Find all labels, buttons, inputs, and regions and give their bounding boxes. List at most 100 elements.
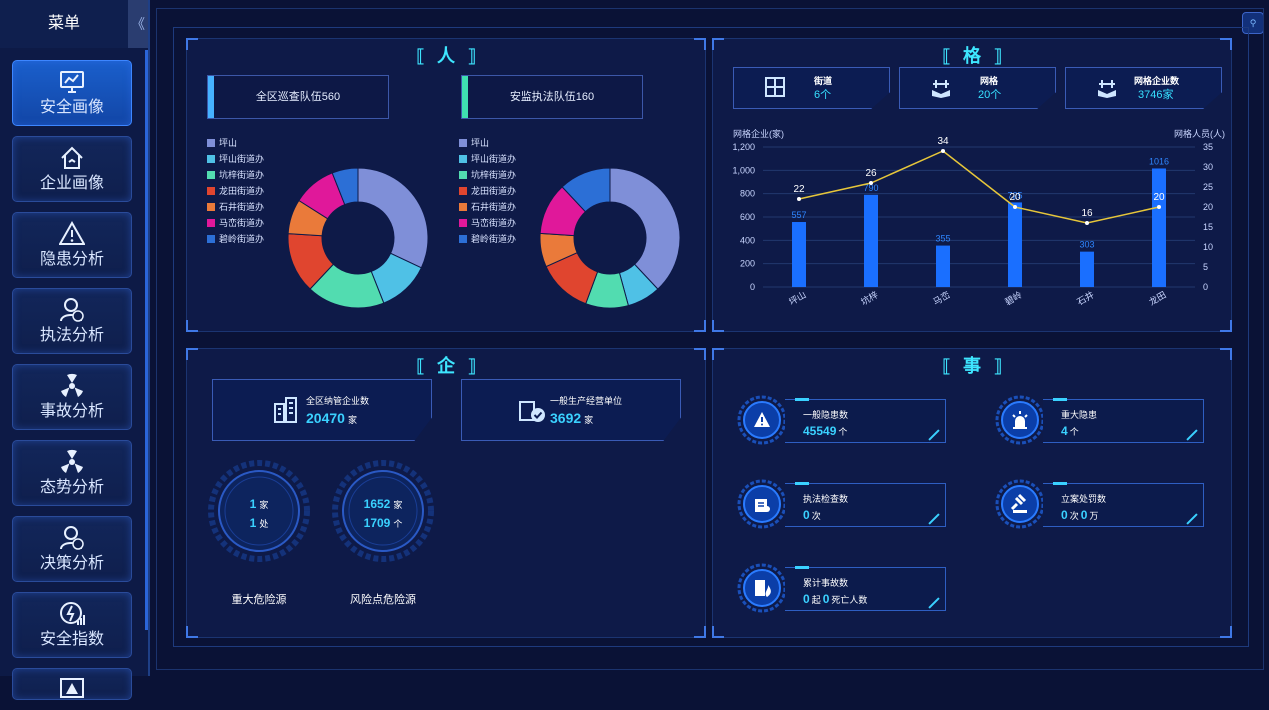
building-check-icon	[519, 401, 545, 422]
x-tick-label: 碧岭	[1003, 289, 1024, 308]
event-item[interactable]: 重大隐患 4 个	[995, 395, 1215, 445]
legend-item[interactable]: 龙田街道办	[459, 183, 516, 199]
grid-panel: 格 街道 6个 网格 20个 网格企业数 3746家 网格企业(家) 网格人员(人…	[712, 38, 1232, 332]
event-card: 一般隐患数 45549 个	[785, 398, 946, 443]
legend-item[interactable]: 碧岭街道办	[459, 231, 516, 247]
event-name: 立案处罚数	[1061, 494, 1107, 504]
team1-label: 全区巡查队伍560	[255, 91, 341, 103]
y-tick-label: 200	[740, 259, 755, 269]
sidebar-item-label: 安全画像	[39, 99, 104, 116]
sidebar-item-6[interactable]: 态势分析	[12, 440, 132, 506]
event-item[interactable]: 执法检查数 0 次	[737, 479, 957, 529]
event-item[interactable]: 一般隐患数 45549 个	[737, 395, 957, 445]
legend-item[interactable]: 龙田街道办	[207, 183, 264, 199]
event-name: 一般隐患数	[803, 410, 849, 420]
bar-石井[interactable]	[1080, 251, 1094, 287]
risk-point-gauge	[332, 460, 434, 562]
sidebar-scrollbar[interactable]	[145, 50, 148, 630]
line-point[interactable]	[869, 181, 873, 185]
legend-item[interactable]: 碧岭街道办	[207, 231, 264, 247]
donut-slice-碧岭街道办[interactable]	[561, 167, 611, 213]
legend-swatch	[459, 155, 467, 163]
team2-label: 安监执法队伍160	[509, 91, 595, 103]
sidebar-item-label: 安全指数	[39, 631, 104, 648]
legend-item[interactable]: 马峦街道办	[207, 215, 264, 231]
y2-tick-label: 25	[1203, 182, 1213, 192]
legend-swatch	[207, 235, 215, 243]
x-tick-label: 坑梓	[859, 289, 880, 308]
y2-tick-label: 20	[1203, 202, 1213, 212]
legend-item[interactable]: 坪山	[207, 135, 264, 151]
line-point[interactable]	[1157, 205, 1161, 209]
y2-tick-label: 5	[1203, 262, 1208, 272]
bar-value-label: 557	[791, 210, 806, 220]
legend-label: 坪山	[471, 138, 490, 148]
managed-enterprises-card: 全区纳管企业数 20470 家	[212, 379, 432, 441]
line-value-label: 16	[1081, 208, 1093, 219]
line-value-label: 26	[865, 168, 877, 179]
donut-slice-碧岭街道办[interactable]	[331, 167, 359, 206]
sidebar-item-3[interactable]: 隐患分析	[12, 212, 132, 278]
legend-swatch	[459, 235, 467, 243]
bar-碧岭[interactable]	[1008, 202, 1022, 287]
sidebar-item-7[interactable]: 决策分析	[12, 516, 132, 582]
event-card: 累计事故数 0 起 0 死亡人数	[785, 566, 946, 611]
bar-value-label: 303	[1079, 240, 1094, 250]
legend-label: 坪山街道办	[471, 154, 517, 164]
bar-龙田[interactable]	[1152, 168, 1166, 287]
sidebar-item-label: 执法分析	[39, 327, 104, 344]
legend-swatch	[459, 203, 467, 211]
staff-line-series	[798, 150, 1160, 224]
sidebar-item-2[interactable]: 企业画像	[12, 136, 132, 202]
people-panel-title: 人	[416, 43, 476, 69]
donut-slice-坪山[interactable]	[609, 167, 681, 290]
legend-item[interactable]: 坪山	[459, 135, 516, 151]
legend-item[interactable]: 马峦街道办	[459, 215, 516, 231]
enterprise-panel-title: 企	[416, 353, 476, 379]
collapse-menu-button[interactable]: 《	[128, 0, 148, 48]
y2-tick-label: 35	[1203, 142, 1213, 152]
line-point[interactable]	[941, 149, 945, 153]
sidebar-item-5[interactable]: 事故分析	[12, 364, 132, 430]
event-item[interactable]: 累计事故数 0 起 0 死亡人数	[737, 563, 957, 613]
sidebar-item-8[interactable]: 安全指数	[12, 592, 132, 658]
legend-label: 坪山街道办	[219, 154, 265, 164]
risk-point-label: 风险点危险源	[350, 594, 416, 606]
sidebar-item-4[interactable]: 执法分析	[12, 288, 132, 354]
legend-swatch	[459, 139, 467, 147]
legend-item[interactable]: 石井街道办	[459, 199, 516, 215]
bar-坪山[interactable]	[792, 222, 806, 287]
buildings-icon	[274, 397, 297, 423]
grid-panel-title: 格	[942, 43, 1002, 69]
y2-tick-label: 30	[1203, 162, 1213, 172]
sidebar-item-1[interactable]: 安全画像	[12, 60, 132, 126]
legend-item[interactable]: 坪山街道办	[459, 151, 516, 167]
legend-item[interactable]: 坑梓街道办	[459, 167, 516, 183]
legend-item[interactable]: 石井街道办	[207, 199, 264, 215]
sidebar-item-label: 决策分析	[39, 555, 104, 572]
legend-swatch	[207, 171, 215, 179]
sidebar-item-label: 企业画像	[39, 175, 104, 192]
legend-item[interactable]: 坪山街道办	[207, 151, 264, 167]
risk-point-values: 1652 家 1709 个	[363, 497, 403, 530]
line-point[interactable]	[797, 197, 801, 201]
sidebar-item-more[interactable]	[12, 668, 132, 700]
y2-tick-label: 10	[1203, 242, 1213, 252]
legend-swatch	[207, 139, 215, 147]
donut-slice-坪山[interactable]	[357, 167, 429, 269]
event-item[interactable]: 立案处罚数 0 次 0 万	[995, 479, 1215, 529]
line-point[interactable]	[1085, 221, 1089, 225]
menu-title: 菜单	[47, 15, 80, 32]
bar-马峦[interactable]	[936, 245, 950, 287]
legend-label: 坪山	[219, 138, 238, 148]
inspection-icon	[737, 479, 787, 529]
bar-value-label: 1016	[1149, 156, 1169, 166]
y2-axis-title: 网格人员(人)	[1174, 128, 1225, 139]
bar-坑梓[interactable]	[864, 194, 878, 287]
legend-item[interactable]: 坑梓街道办	[207, 167, 264, 183]
grid-book-icon	[1098, 80, 1116, 98]
line-point[interactable]	[1013, 205, 1017, 209]
sidebar-item-label: 态势分析	[39, 479, 104, 496]
legend-label: 碧岭街道办	[219, 234, 265, 244]
